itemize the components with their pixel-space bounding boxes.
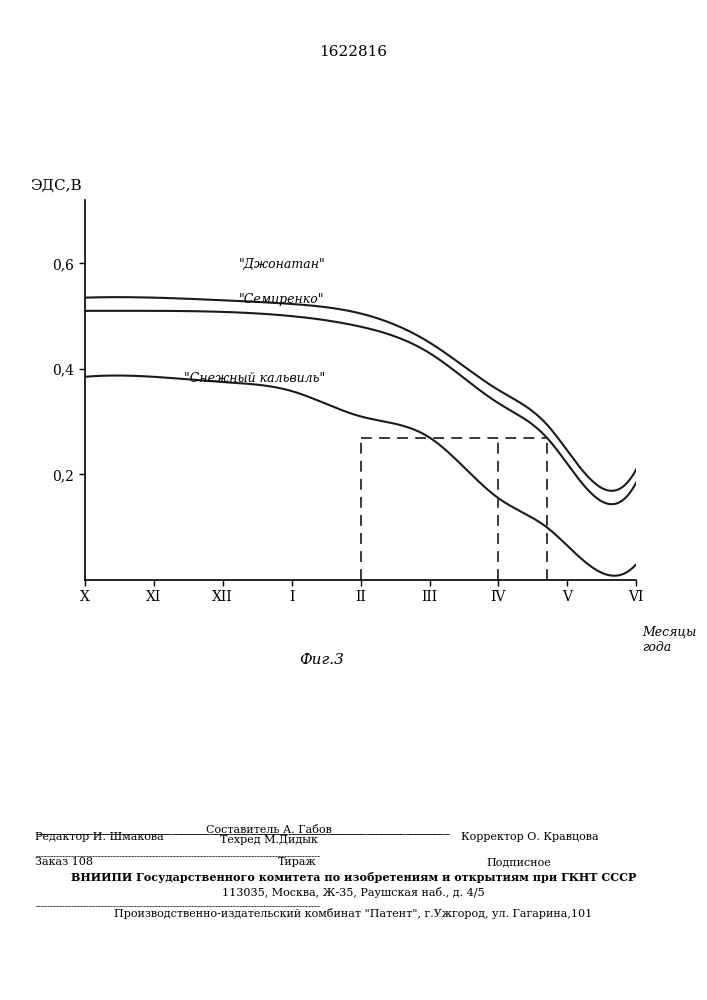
Text: Подписное: Подписное [486,857,551,867]
Text: Редактор И. Шмакова: Редактор И. Шмакова [35,832,164,842]
Text: Составитель А. Габов: Составитель А. Габов [206,825,332,835]
Text: Корректор О. Кравцова: Корректор О. Кравцова [462,832,599,842]
Text: Фиг.3: Фиг.3 [300,653,344,667]
Text: Тираж: Тираж [278,857,316,867]
Text: "Снежный кальвиль": "Снежный кальвиль" [184,372,325,385]
Text: ________________________________________________________________________________: ________________________________________… [35,825,450,835]
Text: "Семиренко": "Семиренко" [239,293,325,306]
Text: Заказ 108: Заказ 108 [35,857,93,867]
Text: ВНИИПИ Государственного комитета по изобретениям и открытиям при ГКНТ СССР: ВНИИПИ Государственного комитета по изоб… [71,872,636,883]
Text: 113035, Москва, Ж-35, Раушская наб., д. 4/5: 113035, Москва, Ж-35, Раушская наб., д. … [222,887,485,898]
Text: --------------------------------------------------------------------------------: ----------------------------------------… [35,902,320,911]
Text: 1622816: 1622816 [320,45,387,59]
Text: Месяцы
года: Месяцы года [642,626,696,654]
Text: --------------------------------------------------------------------------------: ----------------------------------------… [35,852,320,861]
Text: Производственно-издательский комбинат "Патент", г.Ужгород, ул. Гагарина,101: Производственно-издательский комбинат "П… [115,908,592,919]
Text: "Джонатан": "Джонатан" [239,258,326,271]
Text: ЭДС,В: ЭДС,В [30,178,81,192]
Text: Техред М.Дидык: Техред М.Дидык [220,835,317,845]
